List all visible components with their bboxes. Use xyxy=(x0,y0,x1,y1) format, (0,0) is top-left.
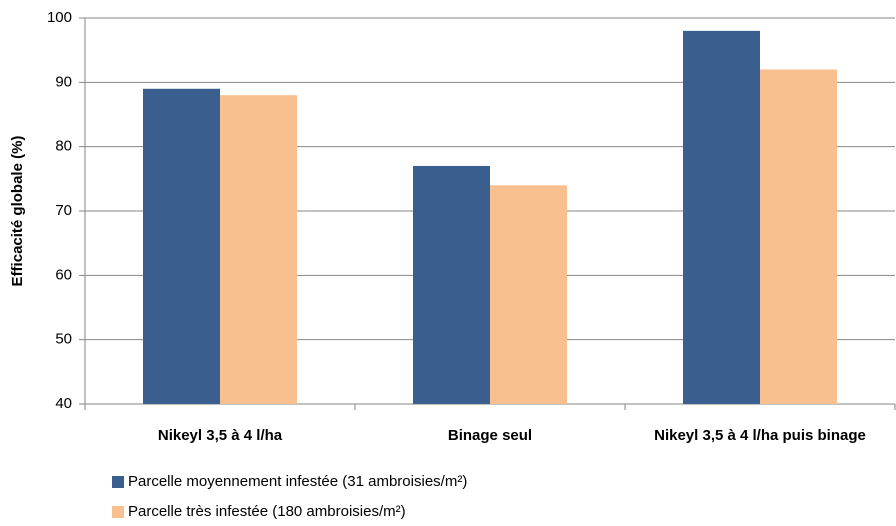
bar xyxy=(143,88,220,405)
y-tick-label: 50 xyxy=(55,331,72,348)
y-axis-label: Efficacité globale (%) xyxy=(9,136,26,287)
y-tick-label: 70 xyxy=(55,202,72,219)
bar xyxy=(413,165,490,404)
legend-swatch xyxy=(112,476,124,488)
bar xyxy=(490,185,567,404)
x-tick-label: Binage seul xyxy=(447,427,533,444)
y-tick-label: 100 xyxy=(47,9,72,26)
legend-swatch xyxy=(112,506,124,518)
legend-label: Parcelle très infestée (180 ambroisies/m… xyxy=(128,503,406,520)
legend-label: Parcelle moyennement infestée (31 ambroi… xyxy=(128,473,467,490)
y-tick-label: 90 xyxy=(55,73,72,90)
bar xyxy=(683,30,760,404)
x-tick-label: Nikeyl 3,5 à 4 l/ha xyxy=(157,427,283,444)
y-tick-label: 40 xyxy=(55,395,72,412)
y-tick-label: 80 xyxy=(55,138,72,155)
y-tick-label: 60 xyxy=(55,266,72,283)
bar xyxy=(760,69,837,404)
bar xyxy=(220,95,297,404)
x-tick-label: Nikeyl 3,5 à 4 l/ha puis binage xyxy=(654,427,866,444)
